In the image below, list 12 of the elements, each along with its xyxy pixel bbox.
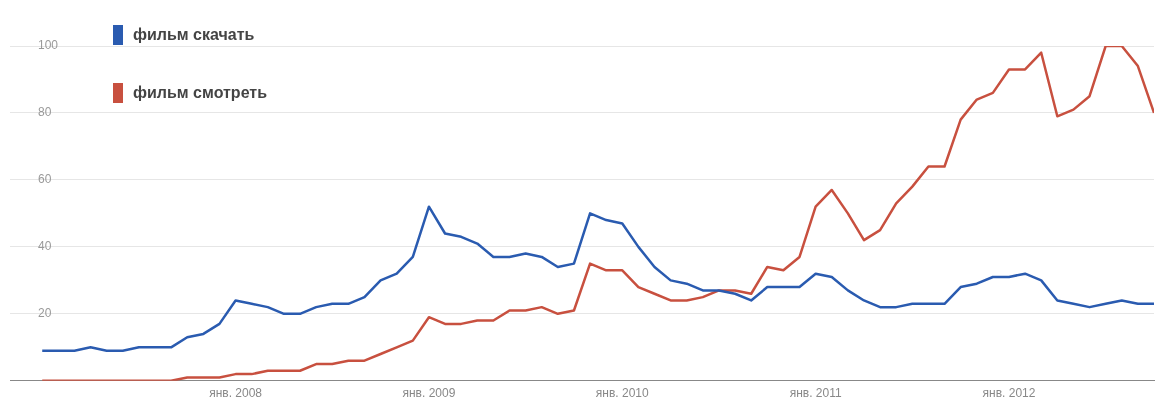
x-tick-label: янв. 2011: [789, 386, 842, 401]
y-tick-label: 40: [38, 239, 52, 254]
legend-label: фильм смотреть: [133, 84, 267, 102]
x-tick-label: янв. 2009: [402, 386, 456, 401]
y-tick-label: 80: [38, 105, 52, 120]
legend-label: фильм скачать: [133, 26, 255, 44]
x-tick-label: янв. 2012: [982, 386, 1036, 401]
y-tick-label: 100: [38, 38, 59, 53]
y-tick-label: 20: [38, 306, 52, 321]
y-tick-label: 60: [38, 172, 52, 187]
x-tick-label: янв. 2010: [595, 386, 650, 401]
x-tick-label: янв. 2008: [209, 386, 263, 401]
